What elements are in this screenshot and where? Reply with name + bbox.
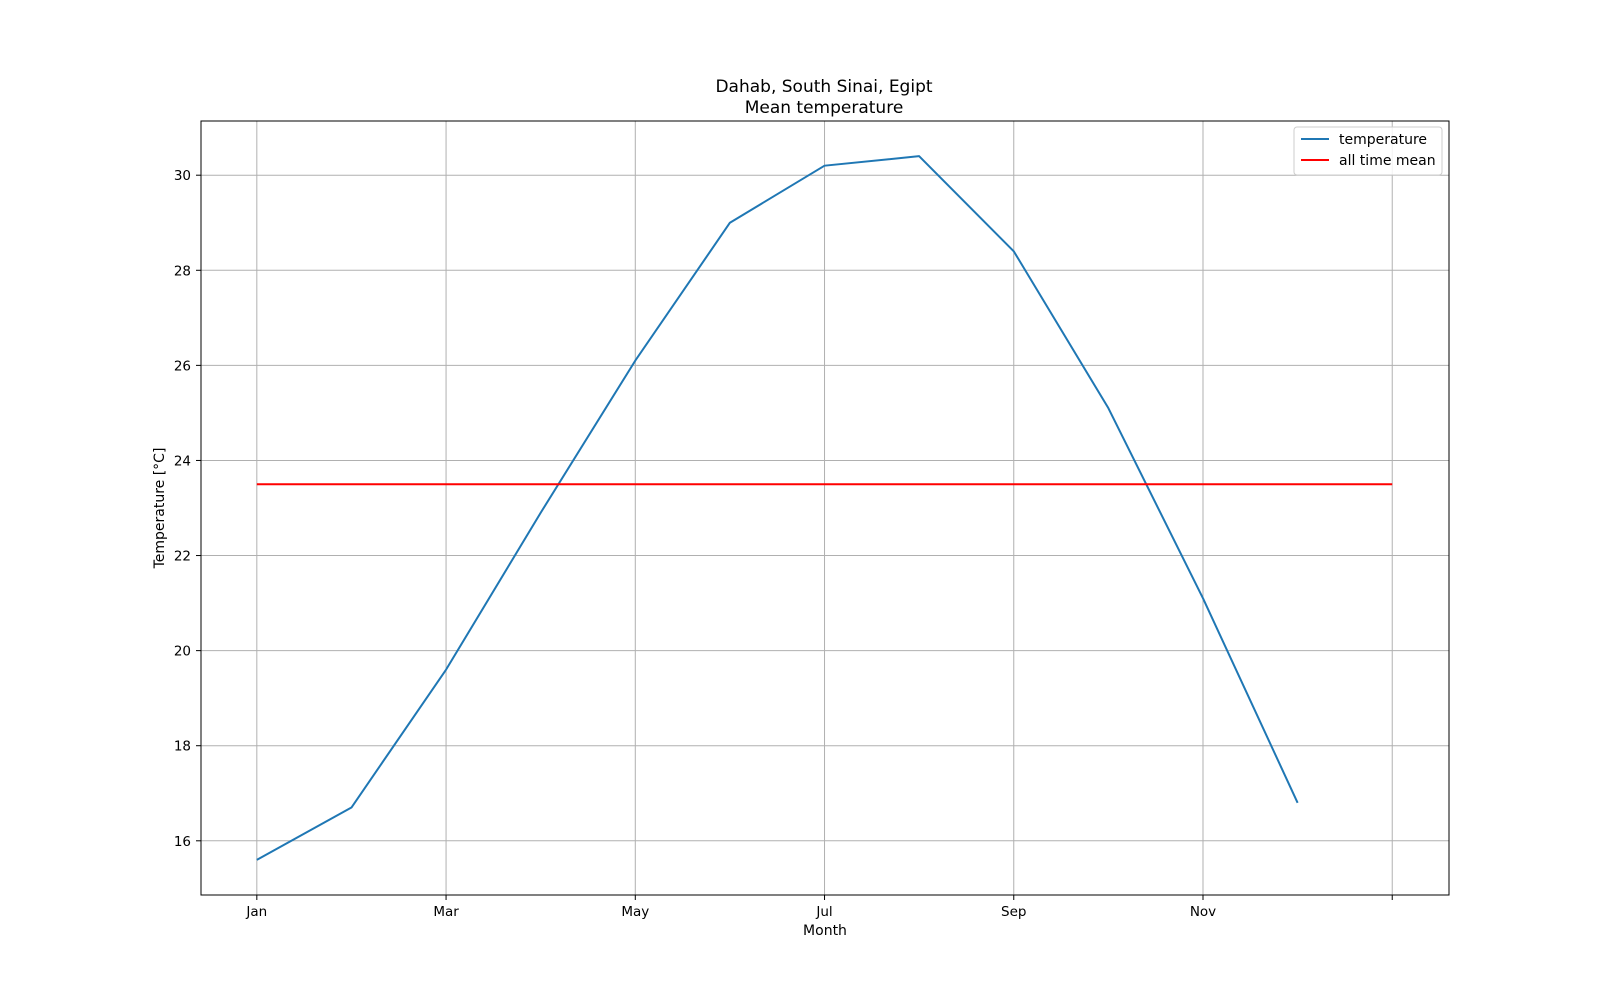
chart-title: Dahab, South Sinai, Egipt: [715, 77, 932, 97]
series-line-temperature: [256, 155, 1299, 861]
x-tick-label: Nov: [1190, 904, 1216, 920]
y-axis-ticks: 16 18 20 22 24 26 28 30: [174, 168, 201, 850]
legend-label-temperature: temperature: [1339, 132, 1427, 148]
x-tick-label: May: [621, 904, 649, 920]
y-axis-label: Temperature [°C]: [152, 448, 168, 570]
y-tick-label: 30: [174, 168, 191, 184]
x-tick-label: Sep: [1001, 904, 1026, 920]
y-tick-label: 16: [174, 834, 191, 850]
y-tick-label: 20: [174, 644, 191, 660]
legend: temperature all time mean: [1293, 126, 1443, 176]
legend-label-all-time-mean: all time mean: [1339, 153, 1436, 169]
y-tick-label: 22: [174, 549, 191, 565]
y-tick-label: 28: [174, 263, 191, 279]
chart-subtitle: Mean temperature: [745, 98, 904, 118]
x-tick-label: Mar: [433, 904, 459, 920]
y-tick-label: 26: [174, 358, 191, 374]
x-axis-label: Month: [803, 923, 847, 939]
x-axis-ticks: Jan Mar May Jul Sep Nov: [245, 895, 1393, 920]
y-tick-label: 18: [174, 739, 191, 755]
series-lines: [256, 155, 1393, 861]
grid: [201, 121, 1449, 895]
x-tick-label: Jul: [815, 904, 832, 920]
y-tick-label: 24: [174, 453, 191, 469]
x-tick-label: Jan: [245, 904, 267, 920]
legend-box: [1293, 126, 1443, 176]
